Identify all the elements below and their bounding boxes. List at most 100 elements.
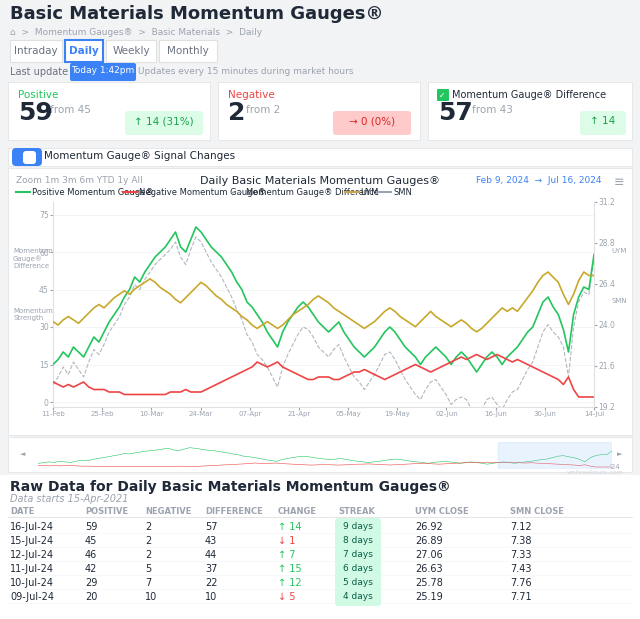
FancyBboxPatch shape [335, 560, 381, 578]
Bar [499, 442, 612, 469]
Text: Daily Basic Materials Momentum Gauges®: Daily Basic Materials Momentum Gauges® [200, 176, 440, 186]
Text: 12-Jul-24: 12-Jul-24 [10, 550, 54, 560]
Text: 7: 7 [145, 578, 151, 588]
Text: ↑ 14: ↑ 14 [278, 522, 301, 532]
Text: Monthly: Monthly [167, 46, 209, 56]
Text: 7.33: 7.33 [510, 550, 531, 560]
Text: 11-Jul-24: 11-Jul-24 [10, 564, 54, 574]
Text: 7.12: 7.12 [510, 522, 532, 532]
Text: Momentum
Gauge®
Difference: Momentum Gauge® Difference [13, 248, 52, 269]
Text: from 45: from 45 [50, 105, 91, 115]
Text: 2: 2 [228, 101, 245, 125]
Text: 57: 57 [205, 522, 218, 532]
FancyBboxPatch shape [12, 148, 42, 166]
Text: Zoom 1m 3m 6m YTD 1y All: Zoom 1m 3m 6m YTD 1y All [16, 176, 143, 185]
Text: 7.38: 7.38 [510, 536, 531, 546]
Text: 25.19: 25.19 [415, 592, 443, 602]
Text: 45: 45 [85, 536, 97, 546]
Text: 10: 10 [205, 592, 217, 602]
Text: ↑ 12: ↑ 12 [278, 578, 301, 588]
Text: DIFFERENCE: DIFFERENCE [205, 507, 263, 516]
Text: Momentum
Strength: Momentum Strength [13, 308, 52, 321]
Bar [106, 40, 156, 62]
Text: 20: 20 [85, 592, 97, 602]
Text: → 0 (0%): → 0 (0%) [349, 116, 395, 126]
Text: ↑ 14: ↑ 14 [590, 116, 616, 126]
Text: Feb 9, 2024  →  Jul 16, 2024: Feb 9, 2024 → Jul 16, 2024 [477, 176, 602, 185]
FancyBboxPatch shape [335, 532, 381, 550]
Text: Momentum Gauge® Difference: Momentum Gauge® Difference [452, 90, 606, 100]
Text: 5 days: 5 days [343, 578, 373, 587]
Text: Daily: Daily [69, 46, 99, 56]
Text: ◄: ◄ [20, 451, 26, 457]
Text: Basic Materials Momentum Gauges®: Basic Materials Momentum Gauges® [10, 5, 383, 23]
Text: 2: 2 [145, 522, 151, 532]
Text: 5: 5 [145, 564, 151, 574]
Text: Today 1:42pm: Today 1:42pm [72, 66, 134, 75]
FancyBboxPatch shape [335, 518, 381, 536]
Bar [8, 168, 632, 435]
FancyBboxPatch shape [125, 111, 203, 135]
Text: 09-Jul-24: 09-Jul-24 [10, 592, 54, 602]
Text: 7.71: 7.71 [510, 592, 532, 602]
Text: 26.92: 26.92 [415, 522, 443, 532]
Text: 59: 59 [85, 522, 97, 532]
Text: SMN: SMN [394, 188, 412, 197]
Text: 2: 2 [145, 550, 151, 560]
Text: Weekly: Weekly [112, 46, 150, 56]
Bar [0, 475, 640, 619]
Text: 2: 2 [145, 536, 151, 546]
Bar [218, 82, 420, 140]
Text: 26.89: 26.89 [415, 536, 443, 546]
Text: ↑ 7: ↑ 7 [278, 550, 296, 560]
Text: Positive Momentum Gauge®: Positive Momentum Gauge® [32, 188, 154, 197]
Text: ⌂  >  Momentum Gauges®  >  Basic Materials  >  Daily: ⌂ > Momentum Gauges® > Basic Materials >… [10, 28, 262, 37]
Bar [8, 82, 210, 140]
Text: 6 days: 6 days [343, 564, 373, 573]
Text: CHANGE: CHANGE [278, 507, 317, 516]
Text: 4 days: 4 days [343, 592, 373, 601]
Text: NEGATIVE: NEGATIVE [145, 507, 191, 516]
Text: ↑ 14 (31%): ↑ 14 (31%) [134, 116, 194, 126]
Text: Negative Momentum Gauge®: Negative Momentum Gauge® [140, 188, 266, 197]
FancyBboxPatch shape [335, 546, 381, 564]
Text: Positive: Positive [18, 90, 58, 100]
Text: ↑ 15: ↑ 15 [278, 564, 301, 574]
FancyBboxPatch shape [335, 574, 381, 592]
Text: 10: 10 [145, 592, 157, 602]
Text: 44: 44 [205, 550, 217, 560]
Text: 7.76: 7.76 [510, 578, 532, 588]
Text: UYM: UYM [361, 188, 379, 197]
Text: 42: 42 [85, 564, 97, 574]
Text: ►: ► [617, 451, 622, 457]
Text: Momentum Gauge® Difference: Momentum Gauge® Difference [246, 188, 380, 197]
Text: DATE: DATE [10, 507, 35, 516]
Text: 9 days: 9 days [343, 522, 373, 531]
Text: 7.43: 7.43 [510, 564, 531, 574]
Text: vmbreakouts.com: vmbreakouts.com [567, 470, 624, 475]
Bar [65, 40, 103, 62]
Text: STREAK: STREAK [338, 507, 375, 516]
Text: SMN CLOSE: SMN CLOSE [510, 507, 564, 516]
Text: 27.06: 27.06 [415, 550, 443, 560]
FancyBboxPatch shape [335, 588, 381, 606]
Text: Negative: Negative [228, 90, 275, 100]
Text: Last update: Last update [10, 67, 68, 77]
Text: ↓ 5: ↓ 5 [278, 592, 296, 602]
FancyBboxPatch shape [437, 89, 449, 101]
Bar [8, 148, 632, 166]
FancyBboxPatch shape [70, 63, 136, 81]
Bar [159, 40, 217, 62]
Text: Raw Data for Daily Basic Materials Momentum Gauges®: Raw Data for Daily Basic Materials Momen… [10, 480, 451, 494]
FancyBboxPatch shape [23, 151, 36, 164]
Text: 59: 59 [18, 101, 52, 125]
Text: from 43: from 43 [472, 105, 513, 115]
Text: UYM CLOSE: UYM CLOSE [415, 507, 468, 516]
Text: UYM: UYM [612, 248, 627, 254]
Text: from 2: from 2 [246, 105, 280, 115]
Text: 8 days: 8 days [343, 536, 373, 545]
Bar [10, 40, 62, 62]
Text: 7 days: 7 days [343, 550, 373, 559]
Text: 43: 43 [205, 536, 217, 546]
Text: Updates every 15 minutes during market hours: Updates every 15 minutes during market h… [138, 67, 353, 76]
